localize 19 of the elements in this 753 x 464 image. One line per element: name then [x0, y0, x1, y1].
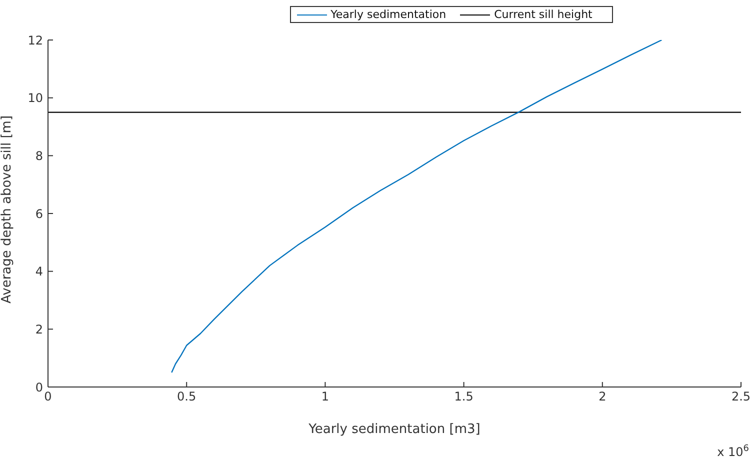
- x-axis-title: Yearly sedimentation [m3]: [308, 422, 480, 437]
- x-tick-label: 1: [321, 390, 330, 404]
- legend-label: Yearly sedimentation: [330, 8, 446, 21]
- x-tick-label: 1.5: [454, 390, 474, 404]
- x-tick-label: 2: [598, 390, 606, 404]
- y-tick-label: 10: [28, 91, 43, 106]
- y-tick-label: 6: [35, 206, 43, 221]
- x-tick-label: 0.5: [177, 390, 196, 404]
- line-series: [171, 40, 662, 374]
- y-tick-label: 4: [35, 264, 43, 279]
- y-tick-label: 2: [35, 322, 43, 336]
- text: x 10$^{6}$: [717, 444, 750, 459]
- y-axis-title: Average depth above sill [m]: [0, 115, 15, 304]
- y-tick-label: 0: [35, 380, 43, 394]
- y-tick-label: 8: [35, 148, 43, 163]
- x-tick-label: 2.5: [731, 390, 751, 404]
- x-tick-label: 0: [44, 390, 52, 404]
- legend-label: Current sill height: [494, 8, 592, 21]
- y-tick-label: 12: [28, 33, 43, 48]
